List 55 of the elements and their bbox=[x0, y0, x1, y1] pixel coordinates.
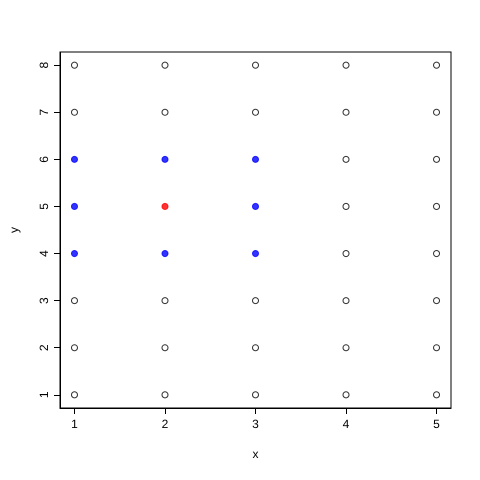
point bbox=[342, 62, 350, 69]
y-tick-label: 6 bbox=[37, 156, 51, 163]
point bbox=[161, 344, 168, 352]
point bbox=[252, 297, 259, 304]
point bbox=[70, 297, 78, 304]
point bbox=[161, 250, 168, 258]
point bbox=[342, 250, 350, 258]
y-axis-title: y bbox=[7, 227, 21, 233]
point bbox=[161, 156, 168, 163]
point bbox=[433, 62, 440, 69]
point bbox=[252, 62, 259, 69]
point bbox=[433, 108, 440, 116]
point bbox=[70, 156, 78, 163]
point bbox=[433, 297, 440, 304]
point bbox=[433, 250, 440, 258]
point bbox=[252, 250, 259, 258]
y-tick-label: 1 bbox=[37, 391, 51, 398]
point bbox=[342, 344, 350, 352]
y-tick-label: 2 bbox=[37, 344, 51, 352]
point bbox=[161, 62, 168, 69]
x-axis-title: x bbox=[252, 447, 258, 461]
x-tick-label: 3 bbox=[252, 417, 260, 431]
y-tick-label: 7 bbox=[37, 108, 51, 116]
y-tick-label: 8 bbox=[37, 62, 51, 69]
point bbox=[252, 391, 259, 398]
point bbox=[252, 108, 259, 116]
point bbox=[70, 62, 78, 69]
point bbox=[70, 108, 78, 116]
point bbox=[70, 250, 78, 258]
point bbox=[342, 297, 350, 304]
point bbox=[70, 391, 78, 398]
point bbox=[161, 391, 168, 398]
x-tick-label: 4 bbox=[342, 417, 350, 431]
point bbox=[161, 108, 168, 116]
point bbox=[161, 297, 168, 304]
point bbox=[433, 202, 440, 210]
point bbox=[342, 202, 350, 210]
point bbox=[161, 202, 168, 210]
point bbox=[433, 391, 440, 398]
point bbox=[70, 344, 78, 352]
point bbox=[342, 156, 350, 163]
x-tick-label: 2 bbox=[162, 417, 169, 431]
point bbox=[342, 108, 350, 116]
point bbox=[342, 391, 350, 398]
point bbox=[252, 202, 259, 210]
point bbox=[252, 156, 259, 163]
x-tick-label: 5 bbox=[433, 417, 440, 431]
point bbox=[433, 156, 440, 163]
y-tick-label: 4 bbox=[37, 250, 51, 257]
x-tick-label: 1 bbox=[71, 417, 78, 431]
point bbox=[433, 344, 440, 352]
y-tick-label: 3 bbox=[37, 296, 51, 304]
point bbox=[70, 202, 78, 210]
point bbox=[252, 344, 259, 352]
y-tick-label: 5 bbox=[37, 202, 51, 210]
